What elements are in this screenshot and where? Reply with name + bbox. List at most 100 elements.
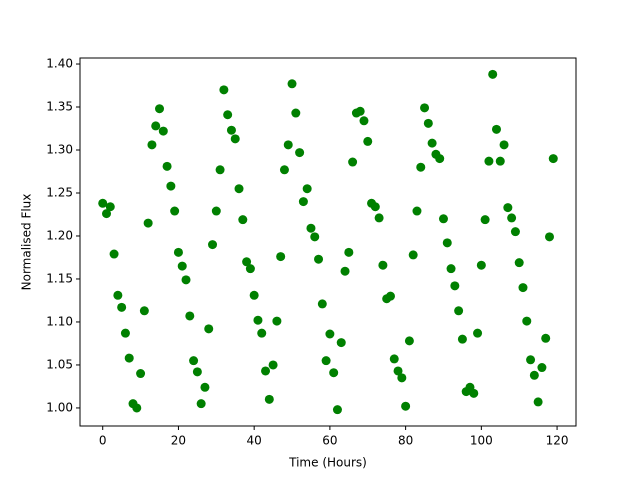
- point: [245, 264, 255, 274]
- point: [264, 394, 274, 404]
- point: [223, 110, 233, 120]
- point: [499, 140, 509, 150]
- point: [242, 257, 252, 267]
- point: [427, 138, 437, 148]
- point: [185, 311, 195, 321]
- point: [336, 338, 346, 348]
- point: [514, 258, 524, 268]
- point: [404, 336, 414, 346]
- point: [283, 140, 293, 150]
- point: [117, 302, 127, 312]
- point: [151, 121, 161, 131]
- point: [541, 333, 551, 343]
- point: [454, 306, 464, 316]
- point: [276, 252, 286, 262]
- point: [397, 373, 407, 383]
- point: [310, 232, 320, 242]
- point: [510, 227, 520, 237]
- point: [348, 157, 358, 167]
- point: [219, 85, 229, 95]
- point: [113, 290, 123, 300]
- x-tick-label: 20: [171, 434, 186, 448]
- point: [363, 136, 373, 146]
- point: [291, 108, 301, 118]
- point: [491, 124, 501, 134]
- point: [143, 218, 153, 228]
- point: [438, 214, 448, 224]
- point: [442, 238, 452, 248]
- point: [208, 240, 218, 250]
- point: [136, 369, 146, 379]
- point: [408, 250, 418, 260]
- point: [124, 353, 134, 363]
- y-tick-label: 1.30: [46, 143, 73, 157]
- point: [230, 134, 240, 144]
- point: [166, 181, 176, 191]
- point: [522, 316, 532, 326]
- point: [98, 198, 108, 208]
- plot-frame: [79, 57, 577, 427]
- point: [507, 213, 517, 223]
- point: [181, 275, 191, 285]
- point: [253, 315, 263, 325]
- point: [340, 266, 350, 276]
- point: [200, 382, 210, 392]
- point: [215, 165, 225, 175]
- point: [378, 260, 388, 270]
- point: [435, 154, 445, 164]
- y-tick-label: 1.15: [46, 271, 73, 285]
- point: [480, 215, 490, 225]
- point: [495, 156, 505, 166]
- point: [476, 260, 486, 270]
- point: [518, 283, 528, 293]
- point: [446, 264, 456, 274]
- point: [344, 247, 354, 257]
- point: [272, 316, 282, 326]
- point: [537, 363, 547, 373]
- point: [544, 232, 554, 242]
- point: [298, 197, 308, 207]
- point: [279, 165, 289, 175]
- x-tick-label: 40: [247, 434, 262, 448]
- point: [102, 209, 112, 219]
- point: [173, 247, 183, 257]
- point: [132, 403, 142, 413]
- point: [249, 290, 259, 300]
- point: [359, 116, 369, 126]
- point: [120, 328, 130, 338]
- point: [526, 355, 536, 365]
- point: [355, 106, 365, 116]
- point: [306, 223, 316, 233]
- point: [170, 206, 180, 216]
- point: [529, 370, 539, 380]
- point: [196, 399, 206, 409]
- y-tick-label: 1.20: [46, 228, 73, 242]
- point: [287, 79, 297, 89]
- point: [158, 126, 168, 136]
- point: [226, 125, 236, 135]
- y-tick-label: 1.35: [46, 100, 73, 114]
- point: [261, 366, 271, 376]
- point: [450, 281, 460, 291]
- point: [329, 368, 339, 378]
- point: [412, 206, 422, 216]
- point: [533, 397, 543, 407]
- point: [389, 354, 399, 364]
- point: [211, 206, 221, 216]
- point: [204, 324, 214, 334]
- point: [325, 329, 335, 339]
- point: [321, 356, 331, 366]
- y-tick-label: 1.25: [46, 185, 73, 199]
- point: [295, 148, 305, 158]
- x-tick-label: 0: [99, 434, 107, 448]
- point: [548, 154, 558, 164]
- point: [423, 118, 433, 128]
- point: [374, 213, 384, 223]
- point: [302, 184, 312, 194]
- point: [332, 405, 342, 415]
- point: [370, 202, 380, 212]
- point: [401, 401, 411, 411]
- point: [234, 184, 244, 194]
- y-tick-label: 1.05: [46, 357, 73, 371]
- x-tick-label: 120: [546, 434, 569, 448]
